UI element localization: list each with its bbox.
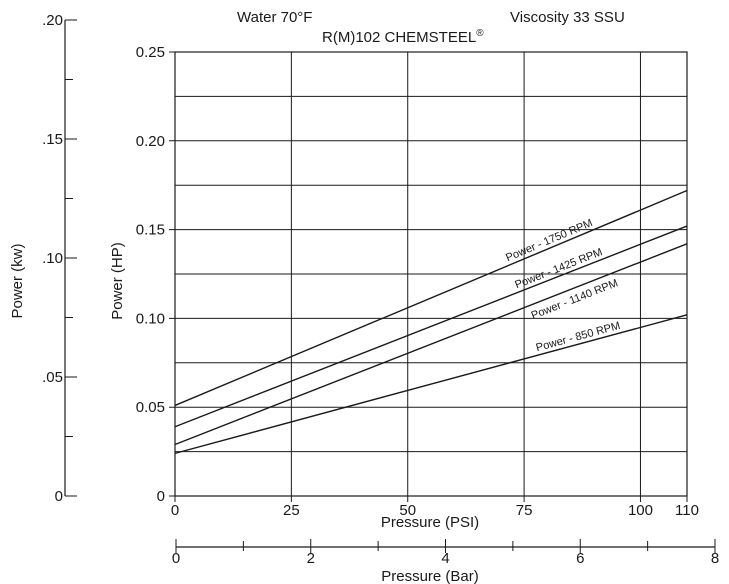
kw-tick-label: 0	[55, 488, 63, 505]
chart-title-text: R(M)102 CHEMSTEEL	[322, 29, 476, 46]
header-viscosity: Viscosity 33 SSU	[510, 9, 625, 26]
x-tick-label: 110	[675, 502, 699, 519]
y-axis-label-kw: Power (kw)	[9, 243, 26, 318]
kw-tick-label: .10	[42, 250, 63, 267]
kw-tick-label: .05	[42, 369, 63, 386]
bar-tick-label: 6	[576, 550, 584, 567]
curve-1425-rpm	[174, 225, 688, 428]
curve-1750-rpm	[174, 189, 688, 407]
registered-mark: ®	[476, 28, 484, 39]
y-tick-label: 0.25	[136, 44, 165, 61]
kw-tick-label: .20	[42, 12, 63, 29]
header-water: Water 70°F	[237, 9, 312, 26]
y-tick-label: 0.10	[136, 310, 165, 327]
bar-tick-label: 2	[307, 550, 315, 567]
x-tick-label: 50	[399, 502, 416, 519]
series-label: Power - 850 RPM	[535, 320, 622, 354]
curve-850-rpm	[174, 314, 688, 455]
x-tick-label: 100	[628, 502, 653, 519]
x-axis-label-bar: Pressure (Bar)	[381, 568, 479, 584]
plot-area: 00.050.100.150.200.250 25 50 75 100 110Power …	[42, 12, 719, 567]
x-tick-label: 25	[283, 502, 300, 519]
bar-tick-label: 0	[172, 550, 180, 567]
chart-title: R(M)102 CHEMSTEEL®	[322, 28, 484, 46]
y-tick-label: 0	[157, 488, 165, 505]
x-tick-label: 75	[516, 502, 533, 519]
y-tick-label: 0.15	[136, 222, 165, 239]
kw-tick-label: .15	[42, 131, 63, 148]
x-tick-label: 0	[171, 502, 179, 519]
bar-tick-label: 4	[441, 550, 449, 567]
bar-tick-label: 8	[711, 550, 719, 567]
y-tick-label: 0.20	[136, 133, 165, 150]
curve-1140-rpm	[174, 243, 688, 446]
y-axis-label-hp: Power (HP)	[109, 242, 126, 320]
y-tick-label: 0.05	[136, 399, 165, 416]
x-axis-label-psi: Pressure (PSI)	[381, 514, 479, 531]
